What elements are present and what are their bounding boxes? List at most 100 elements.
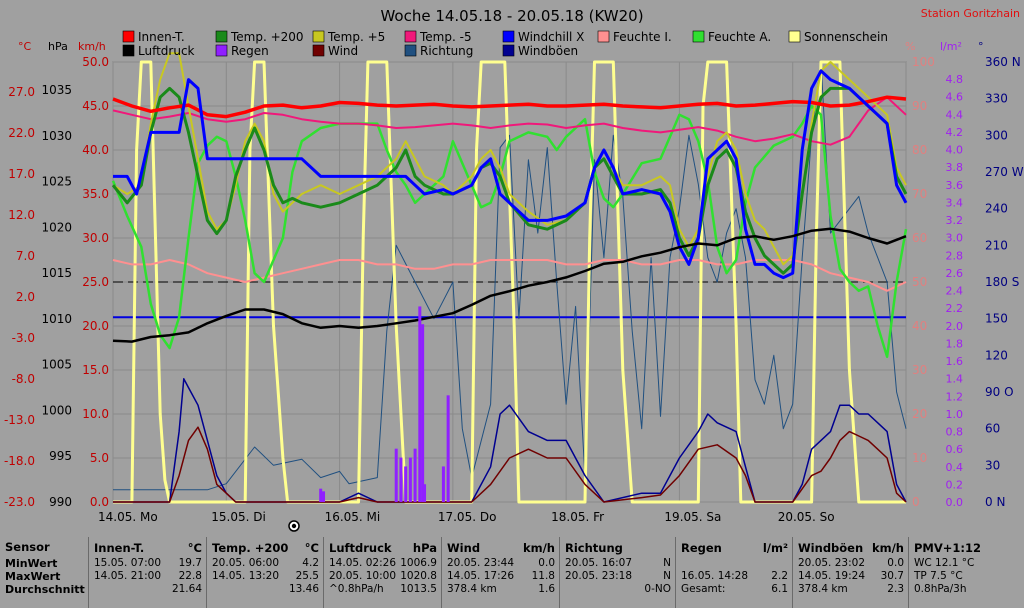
- stats-column: Innen-T. °C 15.05. 07:00 19.7 14.05. 21:00 22…: [88, 537, 206, 608]
- series-feuchte-i-: [112, 259, 907, 292]
- stats-max-right: 1020.8: [400, 570, 437, 582]
- stats-max: 16.05. 14:28 2.2: [681, 570, 788, 583]
- dir-tick-label: 0 N: [985, 495, 1005, 509]
- legend-label: Feuchte A.: [708, 30, 771, 44]
- stats-column: Temp. +200 °C 20.05. 06:00 4.2 14.05. 13:20 2…: [206, 537, 323, 608]
- stats-row-labels: Sensor MinWert MaxWert Durchschnitt: [0, 537, 88, 608]
- stats-column: PMV+1:12 WC 12.1 °C TP 7.5 °C 0.8hPa/3h: [908, 537, 1021, 608]
- stats-max-left: 14.05. 13:20: [212, 570, 279, 582]
- stats-header: PMV+1:12: [914, 541, 1017, 557]
- rain-tick-label: 2.4: [946, 285, 964, 298]
- legend-swatch: [122, 30, 135, 43]
- celsius-tick-label: 12.0: [8, 208, 35, 222]
- stats-min-right: 1006.9: [400, 557, 437, 569]
- rain-tick-label: 1.4: [946, 373, 964, 386]
- axis-unit-label: °C: [18, 40, 32, 53]
- hpa-tick-label: 1025: [41, 175, 72, 189]
- rain-tick-label: 1.6: [946, 355, 964, 368]
- day-label: 20.05. So: [778, 510, 835, 524]
- kmh-tick-label: 0.0: [90, 495, 109, 509]
- series-layer: [111, 52, 908, 504]
- series-windb-en: [113, 378, 907, 503]
- dir-tick-label: 180 S: [985, 275, 1019, 289]
- rain-tick-label: 3.6: [946, 179, 964, 192]
- stats-avg: 0-NO: [565, 583, 671, 596]
- stats-header-right: km/h: [871, 541, 904, 555]
- stats-min-left: WC 12.1 °C: [914, 557, 975, 569]
- stats-min: 15.05. 07:00 19.7: [94, 557, 202, 570]
- stats-avg-left: ^0.8hPa/h: [329, 583, 384, 595]
- hpa-tick-label: 1035: [41, 83, 72, 97]
- legend-swatch: [597, 30, 610, 43]
- station-name: Station Goritzhain: [921, 7, 1020, 20]
- stats-header: Temp. +200 °C: [212, 541, 319, 557]
- celsius-tick-label: -23.0: [4, 495, 35, 509]
- rain-tick-label: 0.8: [946, 426, 964, 439]
- rain-tick-label: 2.0: [946, 320, 964, 333]
- legend-label: Windböen: [518, 44, 578, 58]
- stats-max: TP 7.5 °C: [914, 570, 1017, 583]
- rain-tick-label: 1.8: [946, 337, 964, 350]
- rain-tick-label: 4.8: [946, 73, 964, 86]
- rain-bar: [408, 457, 412, 502]
- stats-header-left: Innen-T.: [94, 541, 145, 555]
- legend-label: Sonnenschein: [804, 30, 888, 44]
- stats-max-right: 22.8: [178, 570, 202, 582]
- pct-tick-label: 40: [912, 319, 927, 333]
- axis-unit-label: l/m²: [940, 40, 962, 53]
- stats-min-left: 14.05. 02:26: [329, 557, 396, 569]
- rain-tick-label: 4.4: [946, 108, 964, 121]
- kmh-tick-label: 10.0: [82, 407, 109, 421]
- day-label: 16.05. Mi: [325, 510, 381, 524]
- stats-min: 20.05. 06:00 4.2: [212, 557, 319, 570]
- kmh-tick-label: 45.0: [82, 99, 109, 113]
- stats-header-left: Windböen: [798, 541, 864, 555]
- row-label-max: MaxWert: [5, 570, 61, 583]
- stats-max-left: 14.05. 21:00: [94, 570, 161, 582]
- day-label: 17.05. Do: [438, 510, 497, 524]
- day-label: 19.05. Sa: [664, 510, 721, 524]
- pct-tick-label: 90: [912, 99, 927, 113]
- dir-tick-label: 270 W: [985, 165, 1024, 179]
- rain-tick-label: 2.6: [946, 267, 964, 280]
- legend-label: Luftdruck: [138, 44, 195, 58]
- kmh-tick-label: 15.0: [82, 363, 109, 377]
- legend-swatch: [312, 44, 325, 57]
- kmh-tick-label: 30.0: [82, 231, 109, 245]
- pct-tick-label: 0: [912, 495, 920, 509]
- series-windchill-x: [113, 69, 908, 280]
- stats-avg-right: 21.64: [171, 583, 202, 595]
- pct-tick-label: 50: [912, 275, 927, 289]
- row-label-min: MinWert: [5, 557, 58, 570]
- rain-bar: [399, 457, 403, 502]
- stats-avg: ^0.8hPa/h 1013.5: [329, 583, 437, 596]
- stats-max: 14.05. 13:20 25.5: [212, 570, 319, 583]
- stats-header: Windböen km/h: [798, 541, 904, 557]
- stats-header-right: °C: [187, 541, 202, 555]
- axis-unit-label: km/h: [78, 40, 106, 53]
- rain-tick-label: 1.0: [946, 408, 964, 421]
- stats-header-right: hPa: [412, 541, 437, 555]
- series-innen-t-: [112, 95, 907, 119]
- stats-column: Richtung 20.05. 16:07 N 20.05. 23:18 N 0-NO: [559, 537, 675, 608]
- dir-tick-label: 210: [985, 238, 1008, 252]
- rain-bar: [413, 448, 417, 502]
- series-luftdruck: [112, 227, 907, 343]
- pct-tick-label: 100: [912, 55, 935, 69]
- stats-min-right: 0.0: [538, 557, 555, 569]
- stats-min: 14.05. 02:26 1006.9: [329, 557, 437, 570]
- pct-tick-label: 20: [912, 407, 927, 421]
- rain-tick-label: 4.6: [946, 91, 964, 104]
- dir-tick-label: 120: [985, 348, 1008, 362]
- stats-min-left: 20.05. 23:44: [447, 557, 514, 569]
- pct-tick-label: 60: [912, 231, 927, 245]
- stats-max: 14.05. 17:26 11.8: [447, 570, 555, 583]
- legend-swatch: [215, 44, 228, 57]
- legend-label: Richtung: [420, 44, 473, 58]
- hpa-tick-label: 1000: [41, 403, 72, 417]
- rain-bar: [404, 466, 408, 502]
- legend-label: Wind: [328, 44, 358, 58]
- stats-avg: 13.46: [212, 583, 319, 596]
- stats-max-right: N: [663, 570, 671, 582]
- rain-tick-label: 0.6: [946, 443, 964, 456]
